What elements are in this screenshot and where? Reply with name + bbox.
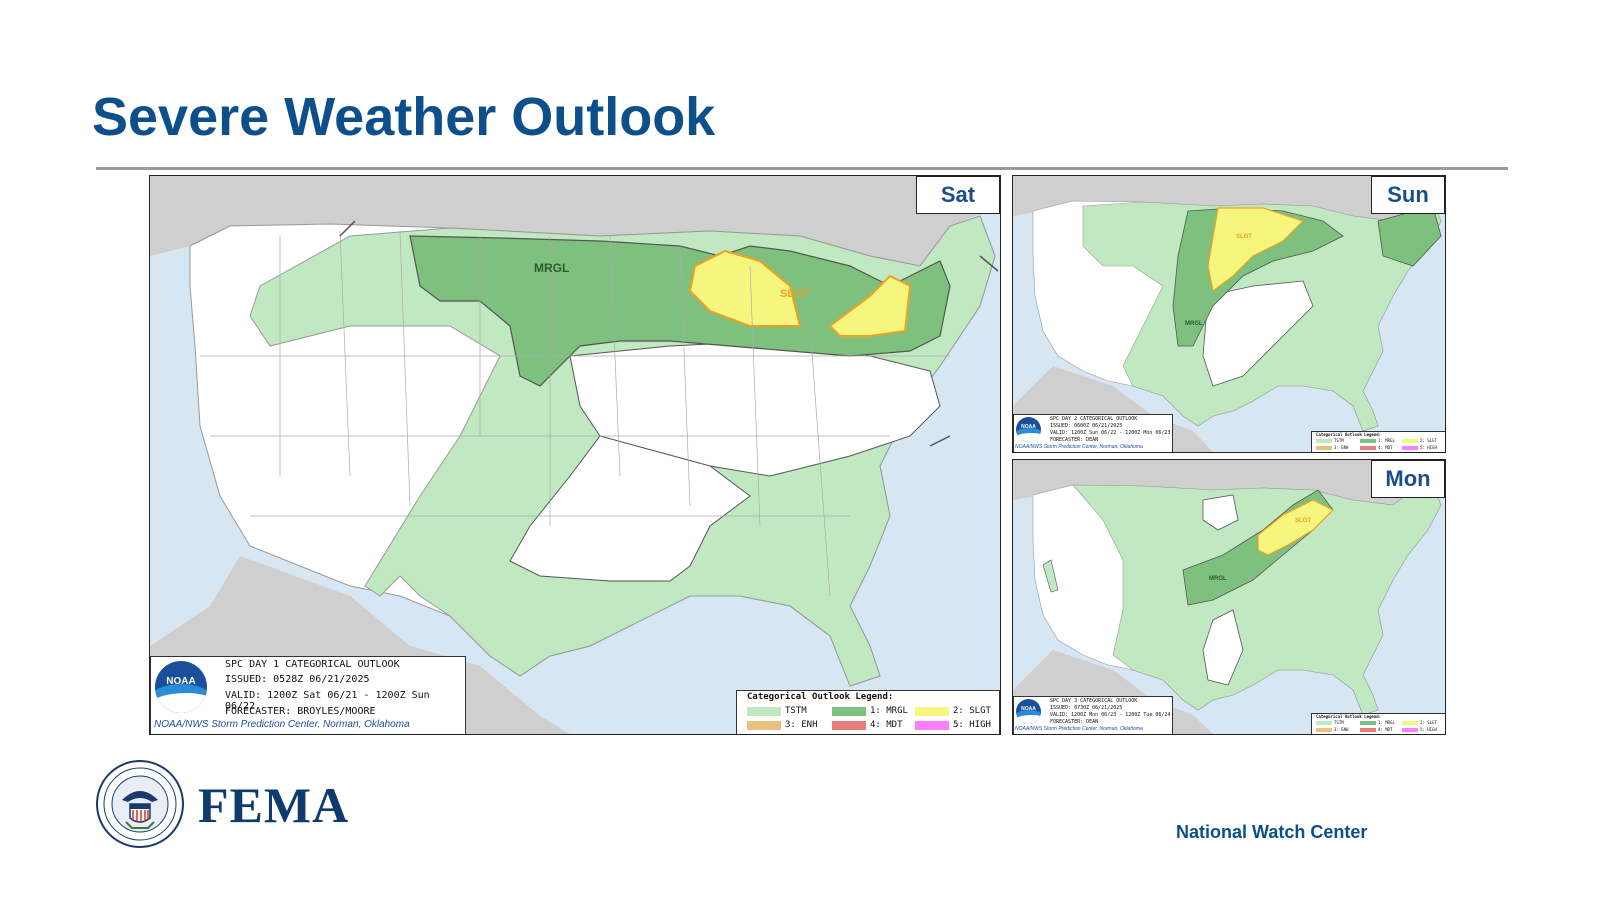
map-sun bbox=[1013, 176, 1445, 452]
outlook-legend-sun: Categorical Outlook Legend: TSTM 1: MRGL… bbox=[1311, 431, 1445, 452]
day-label-sat: Sat bbox=[916, 176, 1000, 214]
mrgl-label: MRGL bbox=[534, 261, 570, 275]
no-risk-south bbox=[509, 435, 751, 582]
info-line-3: VALID: 1200Z Mon 06/23 - 1200Z Tue 06/24 bbox=[1050, 712, 1171, 718]
outlook-legend-sat: Categorical Outlook Legend: TSTM 1: MRGL… bbox=[736, 690, 1000, 734]
tstm-area-west bbox=[1042, 559, 1059, 593]
mrgl-label: MRGL bbox=[1185, 321, 1203, 327]
map-mon bbox=[1013, 460, 1445, 734]
noaa-logo: NOAA bbox=[1016, 417, 1041, 442]
info-line-2: ISSUED: 0528Z 06/21/2025 bbox=[225, 674, 370, 685]
no-risk-hole bbox=[1202, 280, 1314, 387]
legend-item-slgt: 2: SLGT bbox=[915, 706, 991, 716]
legend-item-mrgl: 1: MRGL bbox=[1360, 438, 1395, 443]
national-watch-center: National Watch Center bbox=[1176, 822, 1368, 842]
info-line-3: VALID: 1200Z Sun 06/22 - 1200Z Mon 06/23 bbox=[1050, 430, 1171, 436]
no-risk-hole-north bbox=[1202, 494, 1239, 531]
slgt-label: SLGT bbox=[1295, 518, 1311, 524]
info-line-2: ISSUED: 0730Z 06/21/2025 bbox=[1050, 705, 1123, 711]
day-label-mon: Mon bbox=[1371, 460, 1445, 498]
legend-item-high: 5: HIGH bbox=[915, 720, 991, 730]
canada-land bbox=[1013, 460, 1445, 505]
canada-land bbox=[1013, 176, 1445, 221]
noaa-logo: NOAA bbox=[1016, 699, 1041, 724]
legend-title: Categorical Outlook Legend: bbox=[747, 692, 894, 702]
info-line-1: SPC DAY 3 CATEGORICAL OUTLOOK bbox=[1050, 698, 1138, 704]
day-label-sun: Sun bbox=[1371, 176, 1445, 214]
legend-item-mdt: 4: MDT bbox=[832, 720, 903, 730]
tstm-area bbox=[1072, 484, 1442, 716]
legend-item-slgt: 2: SLGT bbox=[1402, 438, 1437, 443]
info-line-2: ISSUED: 0600Z 06/21/2025 bbox=[1050, 423, 1123, 429]
info-line-1: SPC DAY 2 CATEGORICAL OUTLOOK bbox=[1050, 416, 1138, 422]
legend-item-slgt: 2: SLGT bbox=[1402, 720, 1437, 725]
slgt-area-east bbox=[828, 274, 912, 337]
fema-wordmark: FEMA bbox=[198, 777, 350, 833]
no-risk-hole-south bbox=[1202, 609, 1244, 686]
spc-credit: NOAA/NWS Storm Prediction Center, Norman… bbox=[1015, 726, 1143, 732]
map-sat bbox=[150, 176, 1000, 734]
outlook-legend-mon: Categorical Outlook Legend: TSTM 1: MRGL… bbox=[1311, 713, 1445, 734]
legend-item-enh: 3: ENH bbox=[747, 720, 818, 730]
info-line-4: FORECASTER: DEAN bbox=[1050, 719, 1099, 725]
info-line-4: FORECASTER: BROYLES/MOORE bbox=[225, 706, 376, 717]
info-line-4: FORECASTER: DEAN bbox=[1050, 437, 1099, 443]
legend-item-tstm: TSTM bbox=[1316, 438, 1344, 443]
slgt-area bbox=[1207, 207, 1305, 293]
spc-credit: NOAA/NWS Storm Prediction Center, Norman… bbox=[154, 719, 410, 730]
page-title: Severe Weather Outlook bbox=[92, 87, 716, 147]
dhs-seal-icon bbox=[96, 760, 184, 848]
map-panel-mon: MRGL SLGT Mon NOAA SPC DAY 3 CATEGORICAL… bbox=[1012, 459, 1446, 735]
outlook-info-box-mon: NOAA SPC DAY 3 CATEGORICAL OUTLOOK ISSUE… bbox=[1013, 696, 1173, 734]
slgt-area bbox=[1257, 499, 1335, 556]
state-borders bbox=[200, 230, 950, 597]
outlook-info-box-sun: NOAA SPC DAY 2 CATEGORICAL OUTLOOK ISSUE… bbox=[1013, 414, 1173, 452]
legend-item-enh: 3: ENH bbox=[1316, 445, 1348, 450]
map-panel-sat: MRGL SLGT Sat NOAA SPC DAY 1 CATEGORICAL… bbox=[149, 175, 1001, 735]
legend-item-high: 5: HIGH bbox=[1402, 727, 1437, 732]
legend-item-mdt: 4: MDT bbox=[1360, 727, 1392, 732]
legend-item-mdt: 4: MDT bbox=[1360, 445, 1392, 450]
thunder-arrows bbox=[339, 220, 999, 447]
legend-item-mrgl: 1: MRGL bbox=[832, 706, 908, 716]
info-line-3: VALID: 1200Z Sat 06/21 - 1200Z Sun 06/22 bbox=[225, 690, 430, 712]
title-divider bbox=[96, 167, 1508, 170]
legend-item-mrgl: 1: MRGL bbox=[1360, 720, 1395, 725]
slgt-area-west bbox=[688, 249, 802, 327]
info-line-1: SPC DAY 1 CATEGORICAL OUTLOOK bbox=[225, 659, 400, 670]
canada-land bbox=[150, 176, 1000, 266]
mrgl-label: MRGL bbox=[1209, 576, 1227, 582]
legend-item-tstm: TSTM bbox=[747, 706, 807, 716]
noaa-logo: NOAA bbox=[155, 661, 207, 713]
outlook-info-box-sat: NOAA SPC DAY 1 CATEGORICAL OUTLOOK ISSUE… bbox=[150, 656, 466, 734]
spc-credit: NOAA/NWS Storm Prediction Center, Norman… bbox=[1015, 444, 1143, 450]
map-panel-sun: MRGL SLGT Sun NOAA SPC DAY 2 CATEGORICAL… bbox=[1012, 175, 1446, 453]
slgt-label: SLGT bbox=[1236, 234, 1252, 240]
legend-item-tstm: TSTM bbox=[1316, 720, 1344, 725]
legend-item-enh: 3: ENH bbox=[1316, 727, 1348, 732]
legend-item-high: 5: HIGH bbox=[1402, 445, 1437, 450]
slgt-label: SLGT bbox=[780, 288, 810, 300]
